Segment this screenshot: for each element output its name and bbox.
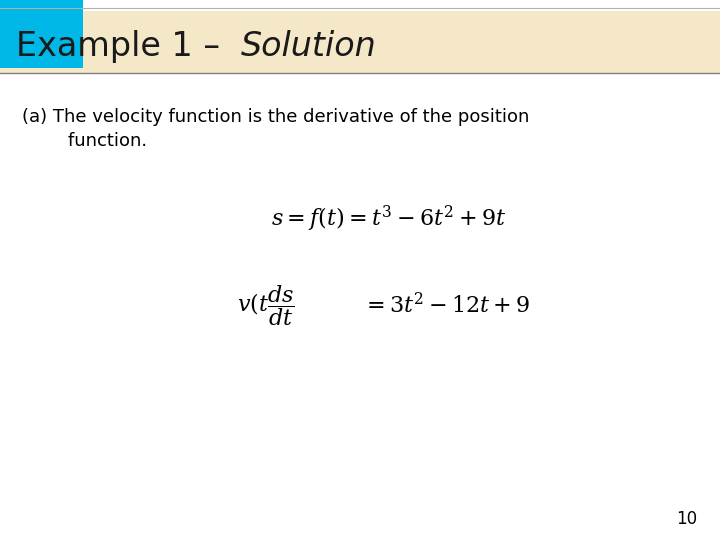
Bar xyxy=(0,0,83,68)
Bar xyxy=(0,11,720,73)
Text: $s = f(t) = t^{3} - 6t^{2} + 9t$: $s = f(t) = t^{3} - 6t^{2} + 9t$ xyxy=(271,204,507,234)
Text: Example 1 –: Example 1 – xyxy=(16,30,230,63)
Text: $= 3t^{2} - 12t + 9$: $= 3t^{2} - 12t + 9$ xyxy=(362,293,531,318)
Text: Solution: Solution xyxy=(241,30,377,63)
Text: $v(t\dfrac{ds}{dt}$: $v(t\dfrac{ds}{dt}$ xyxy=(238,282,295,328)
Text: function.: function. xyxy=(22,132,147,150)
Text: 10: 10 xyxy=(676,510,697,528)
Text: (a) The velocity function is the derivative of the position: (a) The velocity function is the derivat… xyxy=(22,108,529,126)
